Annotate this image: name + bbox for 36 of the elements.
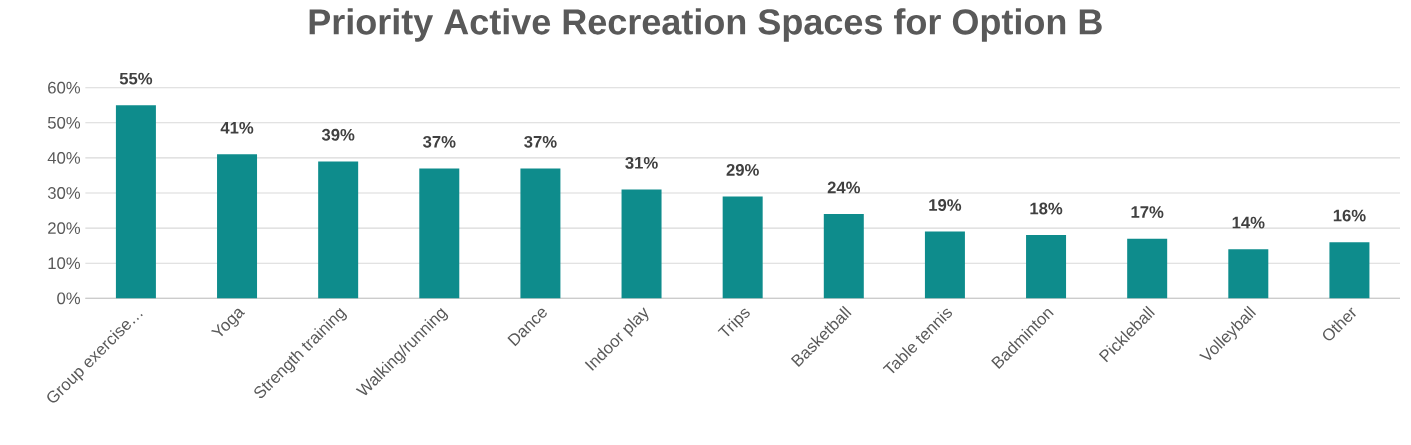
bar [520,168,561,299]
y-tick-label: 10% [48,257,81,270]
data-label: 19% [929,199,962,211]
x-tick-label: Yoga [210,308,246,337]
x-tick-label: Trips [717,308,750,337]
chart-title: Priority Active Recreation Spaces for Option B [309,8,1102,42]
bar [217,154,258,299]
data-label: 39% [321,128,355,141]
data-label: 16% [1333,209,1366,222]
bar [419,168,460,299]
data-label: 41% [220,121,254,134]
bar [722,196,763,299]
bar [1026,235,1067,299]
bar [1127,238,1168,299]
bar [1329,242,1370,299]
data-label: 37% [524,135,557,148]
data-label: 29% [726,164,759,176]
bar [318,161,359,299]
bar [621,189,662,299]
y-tick-label: 60% [48,81,81,94]
data-label: 24% [827,181,861,194]
bar [115,105,156,299]
bar [823,214,864,299]
y-tick-label: 40% [47,152,81,164]
y-tick-label: 50% [47,116,81,129]
y-tick-label: 30% [47,187,81,199]
data-label: 37% [422,135,456,148]
data-label: 17% [1131,206,1164,218]
bar [1228,249,1269,299]
y-tick-label: 0% [57,292,81,305]
y-tick-label: 20% [48,222,81,235]
bar [924,231,965,299]
data-label: 31% [625,156,658,169]
data-label: 55% [119,72,153,85]
data-label: 14% [1232,216,1265,229]
data-label: 18% [1030,202,1063,215]
